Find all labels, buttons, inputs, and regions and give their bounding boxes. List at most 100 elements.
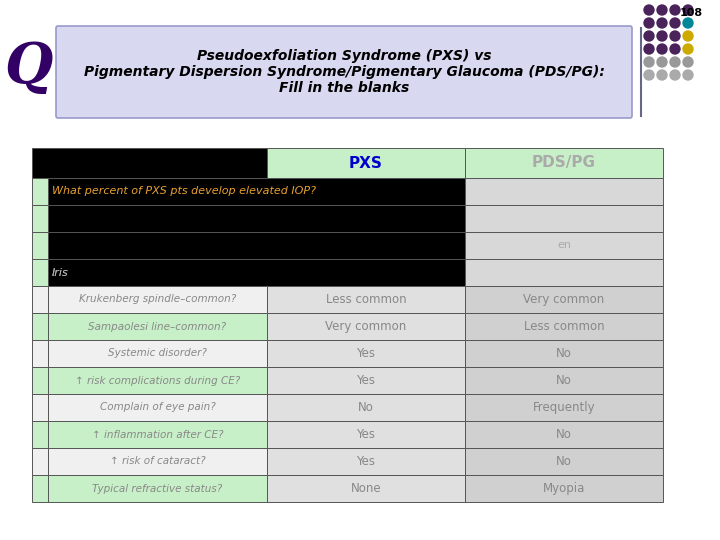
Text: Very common: Very common	[325, 320, 407, 333]
Text: Pseudoexfoliation Syndrome (PXS) vs
Pigmentary Dispersion Syndrome/Pigmentary Gl: Pseudoexfoliation Syndrome (PXS) vs Pigm…	[84, 49, 604, 95]
Bar	[48, 394, 267, 421]
Bar	[465, 178, 663, 205]
Bar	[267, 286, 465, 313]
Text: ↑ risk complications during CE?: ↑ risk complications during CE?	[75, 375, 240, 386]
Bar	[267, 148, 465, 178]
Circle shape	[657, 57, 667, 67]
Bar	[267, 421, 465, 448]
Circle shape	[683, 5, 693, 15]
Text: Myopia: Myopia	[543, 482, 585, 495]
Circle shape	[670, 18, 680, 28]
Bar	[48, 205, 465, 232]
Text: No: No	[358, 401, 374, 414]
Text: PDS/PG: PDS/PG	[532, 156, 596, 171]
Bar	[48, 286, 267, 313]
Circle shape	[657, 44, 667, 54]
Bar	[48, 448, 267, 475]
Text: 108: 108	[680, 8, 703, 18]
Bar	[48, 421, 267, 448]
Text: No: No	[556, 428, 572, 441]
Bar	[32, 394, 48, 421]
Circle shape	[657, 31, 667, 41]
Text: None: None	[351, 482, 382, 495]
Text: Q: Q	[4, 40, 52, 96]
Text: Systemic disorder?: Systemic disorder?	[108, 348, 207, 359]
Text: Complain of eye pain?: Complain of eye pain?	[99, 402, 215, 413]
Bar	[465, 448, 663, 475]
Bar	[267, 340, 465, 367]
Circle shape	[644, 31, 654, 41]
Circle shape	[683, 70, 693, 80]
Circle shape	[644, 18, 654, 28]
Bar	[32, 475, 48, 502]
Bar	[48, 313, 267, 340]
Text: No: No	[556, 455, 572, 468]
Text: Sampaolesi line–common?: Sampaolesi line–common?	[89, 321, 227, 332]
Circle shape	[670, 5, 680, 15]
Circle shape	[670, 44, 680, 54]
Bar	[48, 475, 267, 502]
Circle shape	[683, 44, 693, 54]
Bar	[465, 286, 663, 313]
Bar	[465, 259, 663, 286]
Circle shape	[683, 57, 693, 67]
Circle shape	[644, 57, 654, 67]
Text: Typical refractive status?: Typical refractive status?	[92, 483, 222, 494]
Bar	[32, 448, 48, 475]
Bar	[465, 475, 663, 502]
Text: Yes: Yes	[356, 455, 376, 468]
Text: Yes: Yes	[356, 347, 376, 360]
Bar	[32, 421, 48, 448]
Bar	[465, 421, 663, 448]
Circle shape	[670, 57, 680, 67]
FancyBboxPatch shape	[56, 26, 632, 118]
Bar	[32, 205, 48, 232]
Bar	[465, 148, 663, 178]
Circle shape	[644, 44, 654, 54]
Bar	[465, 340, 663, 367]
Bar	[32, 367, 48, 394]
Bar	[465, 313, 663, 340]
Bar	[32, 259, 48, 286]
Circle shape	[657, 5, 667, 15]
Bar	[267, 394, 465, 421]
Bar	[267, 448, 465, 475]
Circle shape	[657, 18, 667, 28]
Text: Iris: Iris	[52, 267, 68, 278]
Bar	[465, 205, 663, 232]
Bar	[32, 232, 48, 259]
Bar	[267, 313, 465, 340]
Bar	[32, 340, 48, 367]
Bar	[48, 178, 465, 205]
Circle shape	[644, 70, 654, 80]
Text: ↑ risk of cataract?: ↑ risk of cataract?	[109, 456, 205, 467]
Text: Yes: Yes	[356, 374, 376, 387]
Text: Less common: Less common	[325, 293, 406, 306]
Bar	[465, 394, 663, 421]
Bar	[48, 259, 465, 286]
Circle shape	[683, 18, 693, 28]
Circle shape	[670, 31, 680, 41]
Text: Frequently: Frequently	[533, 401, 595, 414]
Text: Less common: Less common	[523, 320, 604, 333]
Text: Yes: Yes	[356, 428, 376, 441]
Text: Iris: Iris	[52, 267, 68, 278]
Text: PXS: PXS	[349, 156, 383, 171]
Bar	[32, 148, 267, 178]
Bar	[32, 178, 48, 205]
Bar	[48, 340, 267, 367]
Bar	[48, 232, 465, 259]
Bar	[267, 475, 465, 502]
Text: ↑ inflammation after CE?: ↑ inflammation after CE?	[91, 429, 223, 440]
Text: en: en	[557, 240, 571, 251]
Bar	[267, 367, 465, 394]
Circle shape	[644, 5, 654, 15]
Bar	[32, 286, 48, 313]
Text: No: No	[556, 347, 572, 360]
Bar	[465, 232, 663, 259]
Text: No: No	[556, 374, 572, 387]
Bar	[48, 367, 267, 394]
Text: Very common: Very common	[523, 293, 605, 306]
Circle shape	[670, 70, 680, 80]
Text: Krukenberg spindle–common?: Krukenberg spindle–common?	[79, 294, 236, 305]
